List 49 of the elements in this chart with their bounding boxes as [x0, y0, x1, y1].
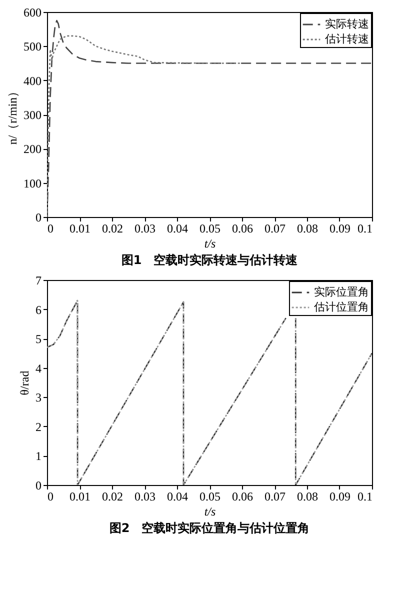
y-tick-label: 4 [36, 361, 42, 376]
y-tick-label: 600 [24, 6, 42, 20]
x-tick-label: 0.09 [330, 490, 350, 504]
x-tick-label: 0.09 [330, 222, 350, 236]
y-tick-label: 1 [36, 449, 42, 464]
x-tick-label: 0.02 [102, 222, 123, 236]
line-series [47, 35, 243, 217]
x-tick-label: 0 [48, 490, 54, 504]
y-tick-label: 400 [24, 74, 42, 88]
y-tick-label: 300 [24, 108, 42, 122]
y-tick-label: 200 [24, 142, 42, 156]
x-tick-label: 0.08 [297, 490, 318, 504]
y-tick-label: 7 [36, 274, 42, 288]
x-tick-label: 0.1 [358, 222, 372, 236]
caption: 图2 空载时实际位置角与估计位置角 [109, 521, 310, 535]
x-axis-title: t/s [204, 504, 216, 518]
x-tick-label: 0.06 [232, 222, 253, 236]
x-tick-label: 0.06 [232, 490, 253, 504]
x-tick-label: 0.1 [358, 490, 372, 504]
legend-label: 实际位置角 [314, 286, 369, 298]
y-tick-label: 3 [36, 390, 42, 405]
legend-label: 估计转速 [325, 32, 369, 46]
legend-label: 估计位置角 [314, 300, 369, 314]
x-tick-label: 0.03 [134, 222, 156, 236]
y-axis-title: n/（r/min） [6, 85, 20, 145]
x-tick-label: 0.05 [200, 222, 220, 236]
x-tick-label: 0.01 [70, 222, 90, 236]
legend-label: 实际转速 [325, 18, 369, 30]
x-tick-label: 0.04 [167, 222, 188, 236]
y-axis-title: θ/rad [18, 370, 32, 396]
x-tick-label: 0.02 [102, 490, 123, 504]
x-tick-label: 0.01 [70, 490, 90, 504]
y-tick-label: 0 [36, 478, 42, 492]
y-tick-label: 2 [36, 420, 42, 434]
x-tick-label: 0.04 [167, 490, 188, 504]
y-tick-label: 0 [36, 210, 42, 224]
x-tick-label: 0.05 [200, 490, 220, 504]
x-tick-label: 0 [48, 222, 54, 236]
x-tick-label: 0.03 [134, 490, 156, 504]
caption: 图1 空载时实际转速与估计转速 [121, 253, 299, 267]
x-axis-title: t/s [204, 236, 216, 250]
y-tick-label: 5 [36, 332, 42, 346]
x-tick-label: 0.08 [297, 222, 318, 236]
y-tick-label: 100 [24, 176, 42, 190]
line-series [47, 20, 372, 217]
y-tick-label: 6 [36, 302, 42, 317]
x-tick-label: 0.07 [264, 490, 286, 504]
y-tick-label: 500 [24, 40, 42, 54]
x-tick-label: 0.07 [264, 222, 286, 236]
